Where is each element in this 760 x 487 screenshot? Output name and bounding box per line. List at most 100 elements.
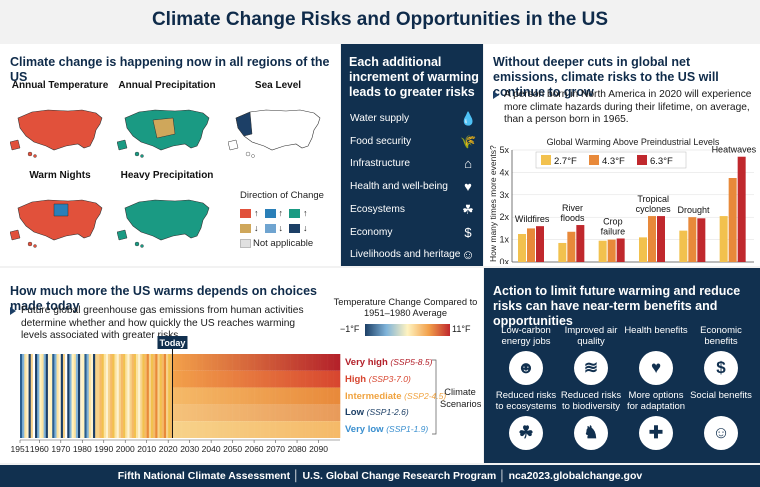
stripe <box>69 354 72 438</box>
legend-swatch <box>541 155 551 165</box>
stripe <box>277 421 281 438</box>
stripe <box>299 421 302 438</box>
stripe <box>217 370 221 388</box>
stripe <box>226 421 229 438</box>
stripe <box>174 370 178 388</box>
stripe <box>258 387 261 405</box>
stripe <box>37 354 40 438</box>
risk-increment-heading: Each additional increment of warming lea… <box>349 55 479 99</box>
stripe <box>333 387 337 405</box>
stripe <box>331 387 334 405</box>
stripe <box>262 404 266 422</box>
stripe <box>133 354 137 438</box>
stripe <box>249 370 253 388</box>
stripe <box>312 421 315 438</box>
stripe <box>288 421 291 438</box>
stripe <box>230 421 233 438</box>
water-drop-icon: 💧 <box>460 111 477 126</box>
stripe <box>316 404 319 422</box>
stripe <box>335 421 339 438</box>
family-icon: ☺ <box>461 247 475 263</box>
stripe <box>327 370 330 388</box>
risk-item: Food security 🌾 <box>350 133 480 151</box>
stripe <box>327 354 330 371</box>
stripe <box>224 421 227 438</box>
stripe <box>228 370 231 388</box>
stripe <box>183 387 186 405</box>
stripe <box>168 354 171 438</box>
stripe <box>178 370 182 388</box>
benefit-label: Reduced risks to biodiversity <box>560 390 622 412</box>
stripe <box>206 370 210 388</box>
stripe <box>43 354 47 438</box>
stripe <box>232 404 236 422</box>
stripe <box>324 354 328 371</box>
year-label: 2080 <box>288 444 307 454</box>
stripe <box>26 354 29 438</box>
year-label: 2070 <box>266 444 285 454</box>
stripe <box>183 354 186 371</box>
stripe <box>189 387 193 405</box>
stripe <box>200 421 203 438</box>
stripe <box>290 354 294 371</box>
stripe <box>314 421 317 438</box>
observed-change-panel: Climate change is happening now in all r… <box>0 44 340 266</box>
stripe <box>176 387 180 405</box>
benefit-label: Social benefits <box>690 390 752 401</box>
stripe <box>243 421 246 438</box>
stripe <box>299 404 302 422</box>
stripe <box>213 387 216 405</box>
stripe <box>215 354 218 371</box>
stripe <box>286 354 289 371</box>
stripe <box>243 370 246 388</box>
stripe <box>157 354 160 438</box>
legend-chip <box>289 223 300 233</box>
stripe <box>277 404 281 422</box>
stripe <box>309 370 313 388</box>
stripe <box>318 421 321 438</box>
stripe <box>273 421 276 438</box>
risk-label: Infrastructure <box>350 158 411 170</box>
stripe <box>41 354 44 438</box>
stripe <box>198 354 201 371</box>
stripe <box>183 421 186 438</box>
stripe <box>217 354 221 371</box>
stripe <box>275 404 279 422</box>
stripe <box>181 354 184 371</box>
stripe <box>299 354 302 371</box>
y-tick-label: 4x <box>499 167 509 177</box>
stripe <box>292 404 296 422</box>
stripe <box>303 354 306 371</box>
risk-item: Infrastructure ⌂ <box>350 155 480 173</box>
stripe <box>187 370 190 388</box>
stripe <box>202 421 205 438</box>
year-label: 1980 <box>73 444 92 454</box>
stripe <box>305 354 309 371</box>
warming-stripes: Today 1951 1960 1970 1980 1990 2000 2010 2020 203… <box>11 336 437 454</box>
stripe <box>211 387 214 405</box>
stripe <box>187 387 190 405</box>
risk-item: Health and well-being ♥ <box>350 178 480 196</box>
not-applicable-item: Not applicable <box>240 236 335 251</box>
stripe <box>219 370 223 388</box>
stripe <box>77 354 81 438</box>
stripe <box>245 421 248 438</box>
stripe <box>284 404 287 422</box>
stripe <box>178 387 182 405</box>
stripe <box>266 404 270 422</box>
stripe <box>206 404 210 422</box>
stripe <box>314 404 317 422</box>
stripe <box>232 370 236 388</box>
stripe <box>260 354 263 371</box>
stripe <box>301 387 304 405</box>
stripe <box>178 354 182 371</box>
stripe <box>230 370 233 388</box>
bar <box>737 156 746 262</box>
stripe <box>183 370 186 388</box>
category-label: Crop <box>603 216 623 226</box>
stripe <box>67 354 70 438</box>
legend-row: ↓ ↓ ↓ <box>240 221 335 236</box>
stripe <box>241 370 244 388</box>
stripe <box>309 404 313 422</box>
